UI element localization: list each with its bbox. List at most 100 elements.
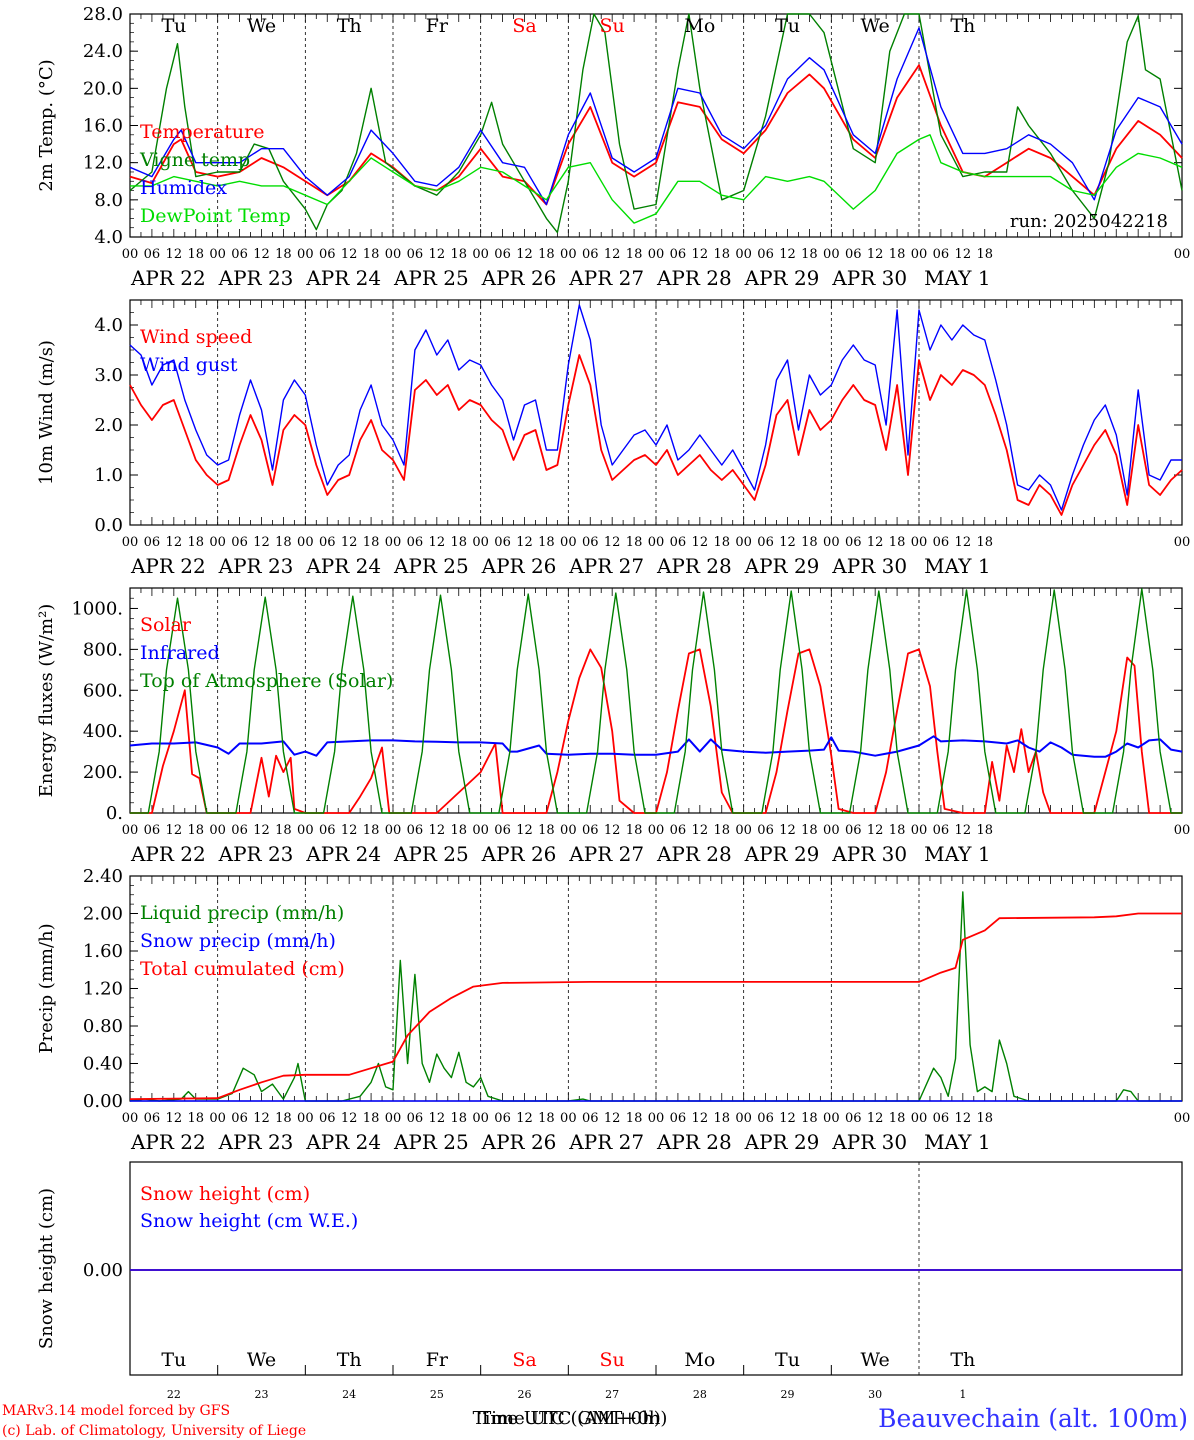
panel-3-y-axis-label: Energy fluxes (W/m²) (36, 604, 57, 798)
panel-4-series-total-cumulated-cm (129, 912, 1182, 1100)
panel-4-date-label: APR 28 (656, 1130, 732, 1154)
panel-2-hour-tick-label: 00 (209, 535, 226, 550)
panel-2-hour-tick-label: 12 (692, 535, 709, 550)
panel-3-date-label: APR 26 (481, 842, 557, 866)
panel-3-series-top-of-atmosphere-solar (130, 588, 1182, 814)
panel-3-y-tick-label: 0. (106, 803, 123, 824)
panel-1-series-dewpoint-temp (130, 134, 1183, 224)
panel-3-hour-tick-label: 00 (1174, 823, 1191, 838)
x-axis-title: Time UTC (GMT+0h) (473, 1408, 668, 1429)
panel-1-hour-tick-label: 06 (319, 247, 336, 262)
panel-1-date-label: APR 25 (393, 266, 469, 290)
panel-4-date-label: APR 26 (481, 1130, 557, 1154)
panel-3-date-label: APR 30 (831, 842, 907, 866)
panel-1-hour-tick-label: 00 (209, 247, 226, 262)
panel-1-hour-tick-label: 00 (472, 247, 489, 262)
panel-3-hour-tick-label: 06 (933, 823, 950, 838)
panel-4-hour-tick-label: 06 (757, 1111, 774, 1126)
panel-2-hour-tick-label: 12 (341, 535, 358, 550)
panel-4-hour-tick-label: 12 (341, 1111, 358, 1126)
panel-3-hour-tick-label: 18 (626, 823, 643, 838)
day-number-label: 27 (605, 1388, 619, 1401)
panel-1-hour-tick-label: 18 (713, 247, 730, 262)
panel-2-legend-entry: Wind speed (140, 326, 252, 348)
panel-3-y-tick-label: 1000. (71, 598, 123, 619)
day-number-label: 28 (693, 1388, 707, 1401)
panel-1-hour-tick-label: 06 (670, 247, 687, 262)
panel-3-date-label: APR 27 (568, 842, 644, 866)
panel-1-hour-tick-label: 06 (494, 247, 511, 262)
panel-3-hour-tick-label: 18 (713, 823, 730, 838)
panel-1-y-tick-label: 12.0 (83, 153, 123, 174)
panel-2-date-label: APR 26 (481, 554, 557, 578)
weekday-label: Mo (684, 15, 715, 37)
panel-2-date-label: APR 25 (393, 554, 469, 578)
panel-2-hour-tick-label: 18 (889, 535, 906, 550)
panel-1-hour-tick-label: 06 (757, 247, 774, 262)
panel-2-y-tick-label: 1.0 (94, 465, 123, 486)
panel-3-hour-tick-label: 06 (845, 823, 862, 838)
panel-2-hour-tick-label: 06 (757, 535, 774, 550)
panel-1-series-temperature (129, 64, 1183, 206)
panel-1-hour-tick-label: 12 (166, 247, 183, 262)
panel-1-date-label: APR 26 (481, 266, 557, 290)
panel-3-date-label: APR 22 (130, 842, 206, 866)
panel-3-hour-tick-label: 06 (582, 823, 599, 838)
panel-2-hour-tick-label: 00 (122, 535, 139, 550)
panel-1-y-tick-label: 24.0 (83, 41, 123, 62)
x-axis-title-overprint: Time UTC (AM+0h) (479, 1408, 660, 1429)
panel-4-y-tick-label: 0.80 (83, 1016, 123, 1037)
panel-4-hour-tick-label: 18 (713, 1111, 730, 1126)
panel-2-hour-tick-label: 12 (429, 535, 446, 550)
panel-3-y-tick-label: 800. (83, 639, 123, 660)
panel-3-legend-entry: Infrared (140, 642, 220, 664)
panel-2-hour-tick-label: 12 (516, 535, 533, 550)
panel-3-y-tick-label: 400. (83, 721, 123, 742)
panel-3-legend-entry: Top of Atmosphere (Solar) (140, 670, 393, 692)
panel-1-hour-tick-label: 00 (823, 247, 840, 262)
panel-3-hour-tick-label: 12 (604, 823, 621, 838)
panel-2-y-tick-label: 0.0 (94, 515, 123, 536)
panel-4-y-tick-label: 2.40 (83, 866, 123, 887)
panel-3-hour-tick-label: 06 (319, 823, 336, 838)
panel-1-hour-tick-label: 18 (363, 247, 380, 262)
weekday-label: Su (600, 15, 625, 37)
panel-4-hour-tick-label: 18 (363, 1111, 380, 1126)
panel-2-hour-tick-label: 18 (801, 535, 818, 550)
panel-4-hour-tick-label: 06 (933, 1111, 950, 1126)
panel-3-date-label: APR 29 (744, 842, 820, 866)
panel-3-hour-tick-label: 18 (801, 823, 818, 838)
panel-1-hour-tick-label: 00 (1174, 247, 1191, 262)
panel-4-hour-tick-label: 06 (582, 1111, 599, 1126)
panel-2-hour-tick-label: 06 (494, 535, 511, 550)
panel-2-hour-tick-label: 00 (823, 535, 840, 550)
panel-2-hour-tick-label: 06 (407, 535, 424, 550)
panel-2-hour-tick-label: 18 (626, 535, 643, 550)
panel-4-hour-tick-label: 18 (801, 1111, 818, 1126)
panel-1-date-label: APR 23 (218, 266, 294, 290)
panel-1-hour-tick-label: 18 (450, 247, 467, 262)
credit-line-2: (c) Lab. of Climatology, University of L… (2, 1423, 306, 1439)
panel-3-legend-entry: Solar (140, 614, 192, 636)
panel-2-hour-tick-label: 18 (450, 535, 467, 550)
panel-3-hour-tick-label: 18 (538, 823, 555, 838)
panel-3-y-tick-label: 200. (83, 762, 123, 783)
panel-3-hour-tick-label: 18 (889, 823, 906, 838)
weekday-label: We (861, 15, 890, 37)
panel-1-hour-tick-label: 12 (253, 247, 270, 262)
day-number-label: 26 (518, 1388, 532, 1401)
weekday-label: Tu (775, 15, 800, 37)
panel-2-date-label: APR 29 (744, 554, 820, 578)
panel-1-hour-tick-label: 18 (275, 247, 292, 262)
panel-1-hour-tick-label: 18 (538, 247, 555, 262)
day-number-label: 22 (167, 1388, 181, 1401)
panel-2-hour-tick-label: 06 (319, 535, 336, 550)
panel-1-hour-tick-label: 12 (955, 247, 972, 262)
panel-2-hour-tick-label: 00 (1174, 535, 1191, 550)
panel-1-date-label: APR 28 (656, 266, 732, 290)
panel-4-hour-tick-label: 06 (494, 1111, 511, 1126)
weekday-label: Sa (512, 15, 536, 37)
panel-4-hour-tick-label: 12 (429, 1111, 446, 1126)
panel-1-hour-tick-label: 00 (385, 247, 402, 262)
